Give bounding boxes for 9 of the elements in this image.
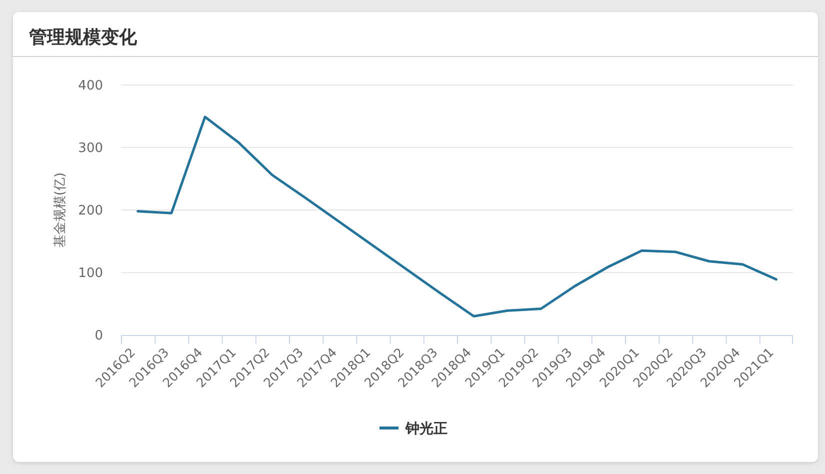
y-tick-label: 0 [94, 328, 103, 344]
legend-label: 钟光正 [404, 420, 448, 437]
y-axis-title: 基金规模(亿) [53, 172, 68, 248]
y-tick-label: 200 [78, 204, 103, 219]
y-tick-label: 100 [78, 266, 103, 282]
y-tick-label: 400 [78, 78, 103, 94]
y-tick-label: 300 [78, 141, 103, 156]
line-series [136, 116, 778, 318]
chart-title: 管理规模变化 [28, 27, 138, 48]
